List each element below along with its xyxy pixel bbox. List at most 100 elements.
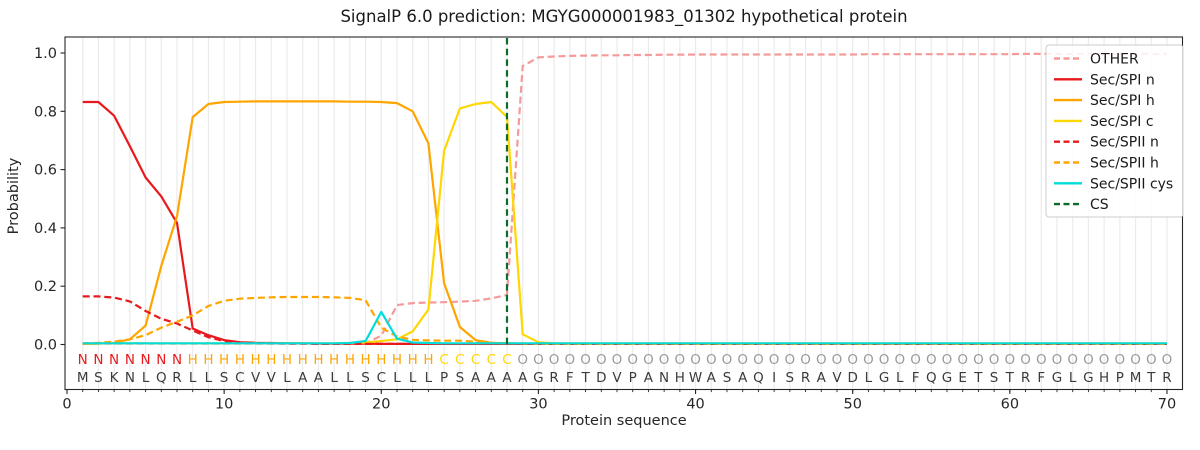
region-letter: O xyxy=(942,352,953,368)
sequence-letter: T xyxy=(580,370,590,386)
sequence-letter: Q xyxy=(156,370,167,386)
sequence-letter: F xyxy=(912,370,920,386)
region-letter: H xyxy=(329,352,339,368)
region-letter: H xyxy=(423,352,433,368)
sequence-letter: A xyxy=(518,370,528,386)
region-letter: O xyxy=(816,352,827,368)
region-letter: O xyxy=(690,352,701,368)
region-letter: O xyxy=(1130,352,1141,368)
sequence-letter: E xyxy=(958,370,967,386)
region-letter: H xyxy=(361,352,371,368)
region-letter: O xyxy=(596,352,607,368)
region-letter: O xyxy=(1162,352,1173,368)
sequence-letter: L xyxy=(189,370,197,386)
region-letter: H xyxy=(219,352,229,368)
sequence-letter: P xyxy=(629,370,637,386)
region-letter: H xyxy=(298,352,308,368)
region-letter: H xyxy=(188,352,198,368)
sequence-letter: L xyxy=(409,370,417,386)
sequence-letter: S xyxy=(456,370,465,386)
x-tick-label: 30 xyxy=(529,397,547,413)
x-tick-label: 60 xyxy=(1001,397,1019,413)
series-line-other xyxy=(82,52,1167,345)
legend-label: OTHER xyxy=(1090,52,1139,68)
sequence-letter: S xyxy=(94,370,103,386)
legend-item-sec-spi-n: Sec/SPI n xyxy=(1054,72,1155,88)
sequence-letter: A xyxy=(487,370,497,386)
legend-item-sec-spi-c: Sec/SPI c xyxy=(1054,114,1154,130)
sequence-letter: A xyxy=(817,370,827,386)
sequence-letter: D xyxy=(596,370,606,386)
legend-label: Sec/SPI c xyxy=(1090,114,1154,130)
x-tick-label: 20 xyxy=(372,397,390,413)
y-tick-label: 0.8 xyxy=(34,104,57,120)
sequence-letter: A xyxy=(471,370,481,386)
region-letter: O xyxy=(1099,352,1110,368)
region-letter: O xyxy=(1067,352,1078,368)
sequence-letter: W xyxy=(689,370,702,386)
sequence-letter: M xyxy=(1130,370,1142,386)
region-letter: N xyxy=(125,352,135,368)
region-letter: O xyxy=(957,352,968,368)
legend-item-cs: CS xyxy=(1054,197,1109,213)
sequence-letter: L xyxy=(865,370,873,386)
region-letter: O xyxy=(1114,352,1125,368)
sequence-letter: T xyxy=(1146,370,1156,386)
region-letter: O xyxy=(894,352,905,368)
sequence-letter: C xyxy=(377,370,386,386)
region-letter: H xyxy=(376,352,386,368)
legend-item-sec-spi-h: Sec/SPI h xyxy=(1054,93,1155,109)
sequence-letter: L xyxy=(142,370,150,386)
legend-item-sec-spii-h: Sec/SPII h xyxy=(1054,156,1159,172)
sequence-letter: N xyxy=(125,370,135,386)
sequence-letter: P xyxy=(440,370,448,386)
sequence-letter: V xyxy=(612,370,622,386)
region-letter: O xyxy=(737,352,748,368)
sequence-letter: S xyxy=(361,370,370,386)
sequence-letter: R xyxy=(1162,370,1171,386)
series-line-sec-spi-c xyxy=(82,100,1167,345)
region-letter: H xyxy=(235,352,245,368)
region-letter: O xyxy=(580,352,591,368)
x-axis-label: Protein sequence xyxy=(561,413,687,429)
region-letter: C xyxy=(455,352,464,368)
y-tick-label: 0.6 xyxy=(34,163,57,179)
x-tick-label: 70 xyxy=(1158,397,1176,413)
region-letter: H xyxy=(408,352,418,368)
region-letter: C xyxy=(439,352,448,368)
region-letter: O xyxy=(517,352,528,368)
sequence-letter: V xyxy=(832,370,842,386)
region-letter: H xyxy=(345,352,355,368)
axes: 0 10 20 30 40 50 60 70 0.0 0.2 0.4 0.6 0.8 1.0 xyxy=(34,36,1184,413)
region-letter: O xyxy=(847,352,858,368)
sequence-letter: M xyxy=(77,370,89,386)
region-letter: O xyxy=(784,352,795,368)
sequence-letter: G xyxy=(533,370,543,386)
series-line-sec-spi-n xyxy=(82,100,1167,345)
region-letter: O xyxy=(800,352,811,368)
sequence-letter: L xyxy=(283,370,291,386)
sequence-letter: R xyxy=(1021,370,1030,386)
sequence-letter: V xyxy=(251,370,261,386)
region-letter: O xyxy=(1036,352,1047,368)
sequence-letter: L xyxy=(330,370,338,386)
sequence-letter: A xyxy=(314,370,324,386)
legend-label: Sec/SPI h xyxy=(1090,93,1155,109)
sequence-letter: N xyxy=(659,370,669,386)
region-letter: N xyxy=(172,352,182,368)
series-line-sec-spii-n xyxy=(82,295,1167,345)
legend-label: Sec/SPII n xyxy=(1090,135,1159,151)
region-letter: O xyxy=(1083,352,1094,368)
region-letter: O xyxy=(989,352,1000,368)
sequence-letter: F xyxy=(1037,370,1045,386)
sequence-letter: H xyxy=(675,370,685,386)
series-line-sec-spi-h xyxy=(82,100,1167,345)
legend-label: Sec/SPII cys xyxy=(1090,176,1173,192)
y-axis-label: Probability xyxy=(6,157,22,235)
y-tick-label: 1.0 xyxy=(34,46,57,62)
x-tick-label: 0 xyxy=(62,397,71,413)
sequence-letter: P xyxy=(1116,370,1124,386)
